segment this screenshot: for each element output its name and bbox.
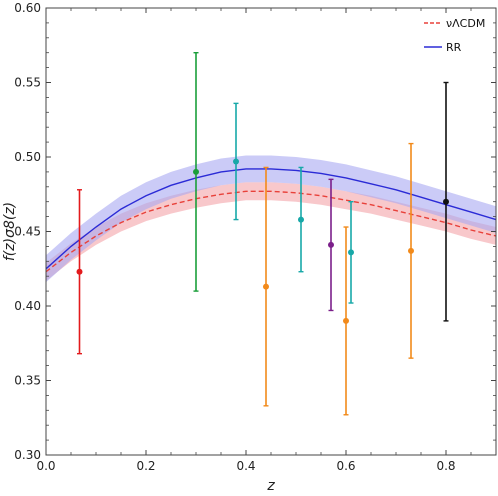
y-tick-label: 0.50 [14,150,41,164]
data-point [193,52,199,292]
legend-entry: RR [424,41,462,54]
x-tick-label: 0.2 [136,459,155,473]
data-point [348,200,354,304]
curve-rr [46,168,496,270]
point-marker [408,247,414,254]
data-points [76,52,449,416]
y-tick-label: 0.55 [14,76,41,90]
y-tick-label: 0.45 [14,225,41,239]
y-tick-label: 0.60 [14,1,41,15]
y-axis-label: f(z)σ8(z) [2,202,18,261]
legend-label: RR [446,41,462,54]
data-point [76,189,83,355]
y-tick-label: 0.35 [14,374,41,388]
legend: νΛCDM RR [424,17,485,54]
point-marker [263,283,269,290]
axis-ticks: 0.0 0.2 0.4 0.6 0.8 0.30 0.35 0.40 0.45 0.50 0.55 0… [14,1,496,473]
y-tick-label: 0.30 [14,448,41,462]
point-marker [328,241,334,248]
data-point [408,142,414,359]
point-marker [193,168,199,175]
point-marker [443,198,449,205]
data-point [263,166,269,407]
data-point [298,166,304,273]
band-nulcdm [46,182,496,281]
legend-entry: νΛCDM [424,17,485,30]
x-tick-label: 0.8 [436,459,455,473]
x-axis-label: z [266,478,275,494]
point-marker [343,317,349,324]
data-point [343,226,349,416]
point-marker [348,249,354,256]
model-curves [46,168,496,273]
curve-nulcdm [46,190,496,273]
x-tick-label: 0.4 [236,459,255,473]
point-marker [233,158,239,165]
data-point [443,81,449,322]
legend-label: νΛCDM [446,17,485,30]
y-tick-label: 0.40 [14,299,41,313]
point-marker [76,268,83,275]
x-tick-label: 0.6 [336,459,355,473]
data-point [233,102,239,221]
x-tick-label: 0.0 [36,459,55,473]
point-marker [298,216,304,223]
data-point [328,178,334,312]
